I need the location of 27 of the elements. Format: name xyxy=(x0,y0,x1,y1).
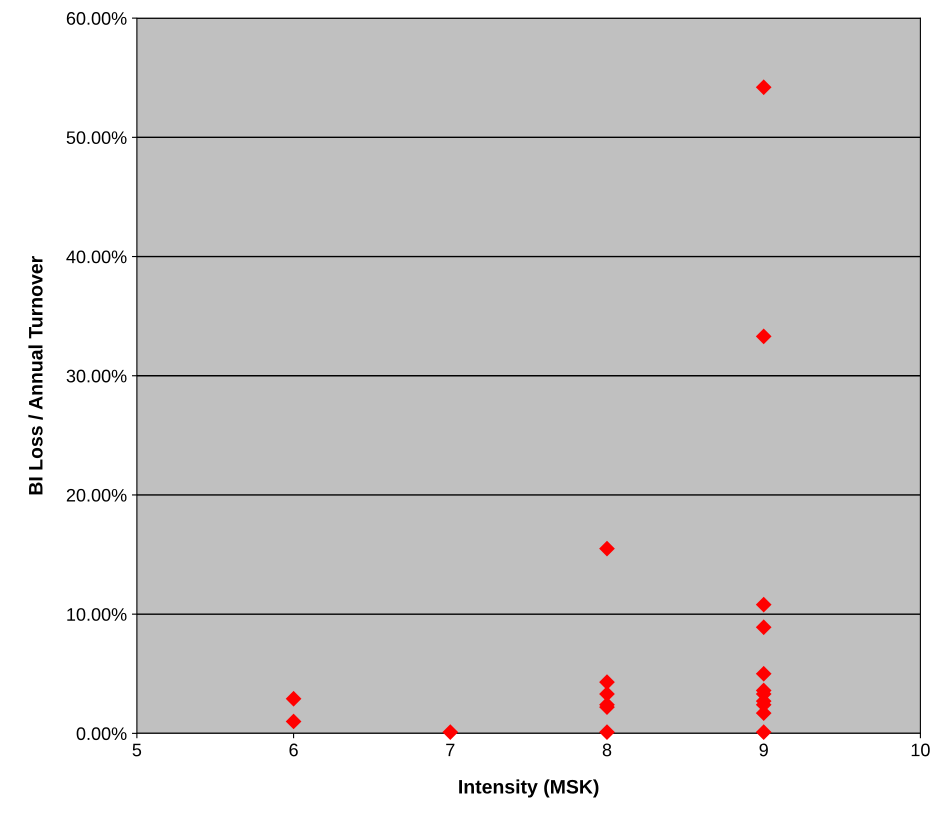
point xyxy=(756,80,772,95)
point xyxy=(756,620,772,635)
x-tick-label: 6 xyxy=(289,744,298,756)
y-tick-label: 40.00% xyxy=(66,250,127,264)
point xyxy=(756,597,772,612)
y-tick-label: 30.00% xyxy=(66,370,127,382)
point xyxy=(286,714,302,730)
y-tick-label: 20.00% xyxy=(66,488,127,502)
point xyxy=(599,724,615,740)
x-tick-label: 5 xyxy=(132,744,142,756)
x-tick-label: 7 xyxy=(446,744,454,756)
y-tick-label: 0.00% xyxy=(76,727,127,740)
x-tick-label: 9 xyxy=(760,744,768,756)
y-tick-label: 50.00% xyxy=(66,131,127,144)
y-tick-label: 60.00% xyxy=(66,12,127,25)
point xyxy=(442,724,458,740)
point xyxy=(756,724,772,740)
point xyxy=(599,674,615,690)
x-axis-title: Intensity (MSK) xyxy=(459,779,598,798)
y-tick-label: 10.00% xyxy=(67,608,127,621)
point xyxy=(756,328,772,344)
y-axis-title: BI Loss / Annual Turnover xyxy=(28,256,43,494)
x-tick-label: 8 xyxy=(602,744,612,756)
x-tick-label: 10 xyxy=(912,744,930,756)
point xyxy=(599,541,615,556)
point xyxy=(286,691,302,706)
point xyxy=(756,666,772,682)
